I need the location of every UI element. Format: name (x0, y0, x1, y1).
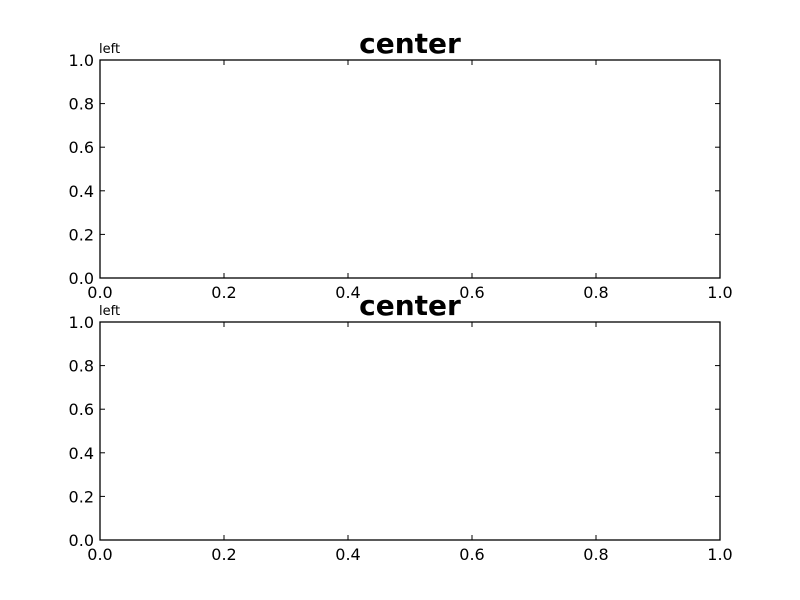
y-tick-label: 0.6 (69, 400, 94, 419)
chart-title: center (359, 289, 461, 322)
x-tick-label: 0.4 (335, 283, 360, 302)
y-tick-label: 0.2 (69, 225, 94, 244)
y-tick-label: 0.0 (69, 531, 94, 550)
x-tick-labels: 0.0 0.2 0.4 0.6 0.8 1.0 (87, 545, 732, 564)
x-tick-label: 1.0 (707, 283, 732, 302)
y-tick-labels: 0.0 0.2 0.4 0.6 0.8 1.0 (69, 51, 94, 288)
y-tick-label: 0.2 (69, 487, 94, 506)
left-title: left (99, 42, 120, 57)
left-title: left (99, 304, 120, 319)
x-tick-label: 0.6 (459, 283, 484, 302)
y-tick-label: 0.4 (69, 182, 94, 201)
chart-title: center (359, 27, 461, 60)
y-tick-label: 1.0 (69, 51, 94, 70)
axes-frame (99, 59, 721, 279)
y-tick-label: 0.8 (69, 357, 94, 376)
x-tick-label: 0.0 (87, 283, 112, 302)
y-tick-label: 1.0 (69, 313, 94, 332)
x-tick-label: 0.8 (583, 545, 608, 564)
axes-frame (99, 321, 721, 541)
y-tick-label: 0.6 (69, 138, 94, 157)
subplot-top: center left 0.0 0.2 0.4 0.6 0.8 1.0 0.0 0.2 0.4… (69, 27, 733, 302)
subplot-bottom: center left 0.0 0.2 0.4 0.6 0.8 1.0 0.0 0.2 0.4… (69, 289, 733, 564)
tick-marks (99, 59, 721, 279)
x-tick-label: 1.0 (707, 545, 732, 564)
y-tick-label: 0.8 (69, 95, 94, 114)
y-tick-label: 0.4 (69, 444, 94, 463)
x-tick-label: 0.2 (211, 545, 236, 564)
x-tick-label: 0.2 (211, 283, 236, 302)
tick-marks (99, 321, 721, 541)
x-tick-label: 0.4 (335, 545, 360, 564)
x-tick-label: 0.0 (87, 545, 112, 564)
y-tick-label: 0.0 (69, 269, 94, 288)
x-tick-label: 0.6 (459, 545, 484, 564)
y-tick-labels: 0.0 0.2 0.4 0.6 0.8 1.0 (69, 313, 94, 550)
x-tick-labels: 0.0 0.2 0.4 0.6 0.8 1.0 (87, 283, 732, 302)
x-tick-label: 0.8 (583, 283, 608, 302)
